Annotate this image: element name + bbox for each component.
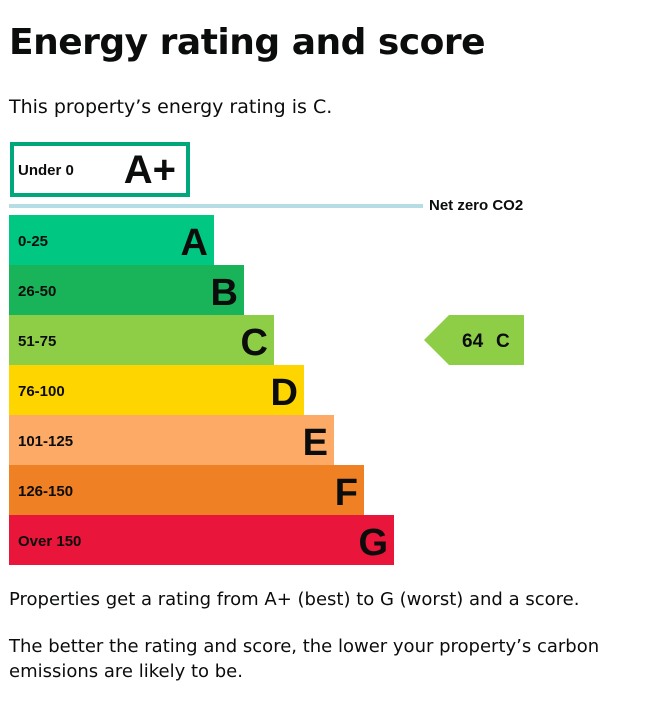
page-title: Energy rating and score <box>9 22 486 63</box>
band-f-bar <box>9 465 364 515</box>
band-c-range: 51-75 <box>18 333 56 350</box>
band-b-bar <box>9 265 244 315</box>
band-e-bar <box>9 415 334 465</box>
band-d-letter: D <box>271 372 298 414</box>
band-a-letter: A <box>181 222 208 264</box>
net-zero-line <box>9 204 423 208</box>
band-d-bar <box>9 365 304 415</box>
band-d-range: 76-100 <box>18 383 65 400</box>
band-f-letter: F <box>335 472 358 514</box>
band-g-letter: G <box>358 522 388 564</box>
band-f-range: 126-150 <box>18 483 73 500</box>
band-c-letter: C <box>241 322 268 364</box>
band-g-range: Over 150 <box>18 533 81 550</box>
net-zero-label: Net zero CO2 <box>429 197 523 214</box>
emissions-explanation: The better the rating and score, the low… <box>9 636 600 682</box>
band-a-range: 0-25 <box>18 233 48 250</box>
current-rating-arrow <box>424 315 524 365</box>
band-a-bar <box>9 215 214 265</box>
band-e-letter: E <box>303 422 328 464</box>
energy-rating-chart: Under 0 A+ 0-25 A 26-50 B 51-75 C 76-100 D 101-125… <box>9 142 524 565</box>
band-a-plus-letter: A+ <box>124 148 176 192</box>
rating-explanation: Properties get a rating from A+ (best) t… <box>9 589 580 610</box>
current-score: 64 <box>462 331 484 352</box>
band-a-plus-range: Under 0 <box>18 162 74 179</box>
current-letter: C <box>496 331 510 352</box>
band-e-range: 101-125 <box>18 433 73 450</box>
band-b-range: 26-50 <box>18 283 56 300</box>
band-a-plus-box <box>10 142 190 197</box>
band-b-letter: B <box>211 272 238 314</box>
rating-summary: This property’s energy rating is C. <box>9 96 333 118</box>
band-g-bar <box>9 515 394 565</box>
band-c-bar <box>9 315 274 365</box>
